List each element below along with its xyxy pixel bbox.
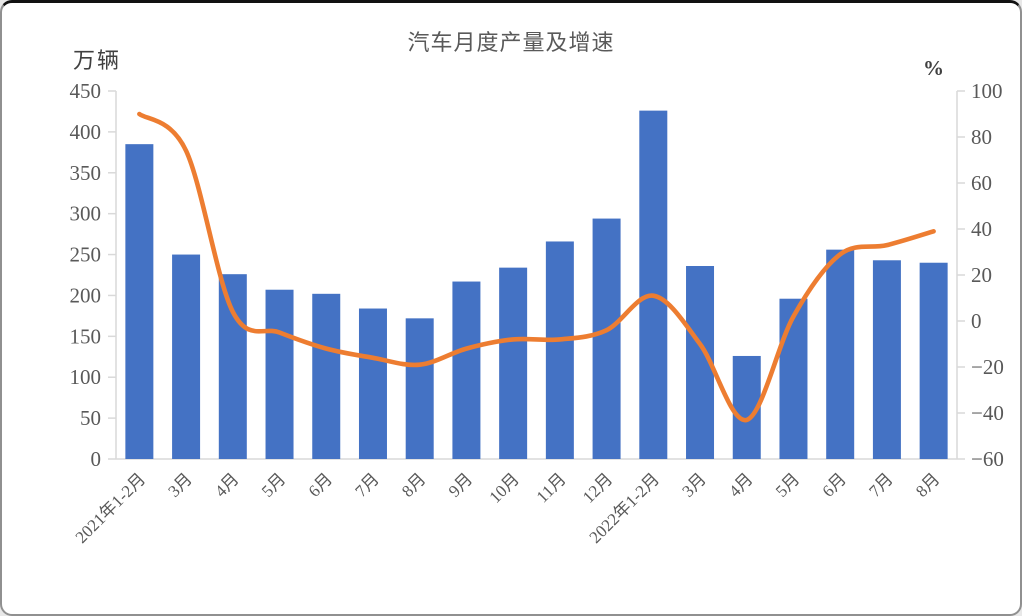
right-axis-tick-label: 80 <box>971 125 992 149</box>
production-bar <box>639 110 668 460</box>
production-bar <box>592 218 621 459</box>
production-bar <box>172 254 201 459</box>
x-axis-label: 6月 <box>305 469 336 500</box>
right-axis-tick-label: 20 <box>971 263 992 287</box>
x-axis-label: 4月 <box>725 469 756 500</box>
left-axis-tick-label: 200 <box>70 283 102 307</box>
production-bar <box>218 274 247 459</box>
production-bar <box>545 241 574 459</box>
production-bar <box>405 318 434 459</box>
right-axis-tick-label: 40 <box>971 217 992 241</box>
left-axis-tick-label: 400 <box>70 120 102 144</box>
production-bar <box>358 308 387 459</box>
production-bar <box>452 281 481 459</box>
production-bar <box>125 144 154 459</box>
left-axis-tick-label: 250 <box>70 243 102 267</box>
x-axis-label: 2021年1-2月 <box>72 469 150 547</box>
production-bar <box>779 298 808 459</box>
production-bar <box>826 249 855 459</box>
x-axis-label: 3月 <box>164 469 195 500</box>
left-axis-tick-label: 450 <box>70 79 102 103</box>
x-axis-label: 12月 <box>579 469 616 506</box>
left-axis-tick-label: 350 <box>70 161 102 185</box>
x-axis-label: 8月 <box>912 469 943 500</box>
x-axis-label: 3月 <box>678 469 709 500</box>
production-bar <box>499 267 528 459</box>
right-axis-tick-label: 0 <box>971 309 982 333</box>
production-bar <box>872 260 901 459</box>
left-axis-tick-label: 100 <box>70 365 102 389</box>
left-axis-tick-label: 300 <box>70 202 102 226</box>
x-axis-label: 10月 <box>485 469 522 506</box>
x-axis-label: 11月 <box>533 469 570 506</box>
x-axis-label: 9月 <box>445 469 476 500</box>
x-axis-label: 8月 <box>398 469 429 500</box>
right-axis-tick-label: −20 <box>971 355 1004 379</box>
right-axis-unit-label: % <box>923 56 944 80</box>
x-axis-label: 7月 <box>351 469 382 500</box>
right-axis-tick-label: 100 <box>971 79 1003 103</box>
left-axis-tick-label: 0 <box>91 447 102 471</box>
x-axis-label: 7月 <box>865 469 896 500</box>
production-bar <box>265 289 294 459</box>
left-axis-tick-label: 50 <box>80 406 101 430</box>
production-bar <box>919 262 948 459</box>
left-axis-tick-label: 150 <box>70 324 102 348</box>
x-axis-label: 4月 <box>211 469 242 500</box>
right-axis-tick-label: −40 <box>971 401 1004 425</box>
x-axis-label: 5月 <box>772 469 803 500</box>
chart-title: 汽车月度产量及增速 <box>407 30 615 55</box>
growth-rate-line <box>137 111 936 423</box>
x-axis-label: 6月 <box>819 469 850 500</box>
right-axis-tick-label: −60 <box>971 447 1004 471</box>
left-axis-unit-label: 万辆 <box>73 48 122 73</box>
combo-chart-plot: 0 50 100 150 200 250 300 350 400 450 −60 −40 −20 0 20 4… <box>70 79 1004 547</box>
right-axis-tick-label: 60 <box>971 171 992 195</box>
production-bar <box>312 293 341 459</box>
x-axis-label: 5月 <box>258 469 289 500</box>
